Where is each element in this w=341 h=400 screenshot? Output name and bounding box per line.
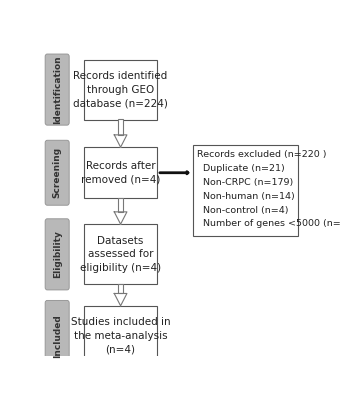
Text: Number of genes <5000 (n=2): Number of genes <5000 (n=2) xyxy=(197,220,341,228)
Text: Studies included in
the meta-analysis
(n=4): Studies included in the meta-analysis (n… xyxy=(71,317,170,354)
Bar xyxy=(118,120,123,135)
FancyBboxPatch shape xyxy=(45,54,69,125)
Text: Non-human (n=14): Non-human (n=14) xyxy=(197,192,295,200)
Text: Eligibility: Eligibility xyxy=(53,230,62,278)
Text: Screening: Screening xyxy=(53,147,62,198)
Text: Records after
removed (n=4): Records after removed (n=4) xyxy=(81,161,160,184)
FancyBboxPatch shape xyxy=(45,219,69,290)
FancyBboxPatch shape xyxy=(45,140,69,205)
Bar xyxy=(118,284,123,294)
Polygon shape xyxy=(114,212,127,224)
Polygon shape xyxy=(114,135,127,147)
Bar xyxy=(84,306,157,366)
Text: Duplicate (n=21): Duplicate (n=21) xyxy=(197,164,285,172)
Text: Records excluded (n=220 ): Records excluded (n=220 ) xyxy=(197,150,327,159)
Text: Datasets
assessed for
eligibility (n=4): Datasets assessed for eligibility (n=4) xyxy=(80,236,161,273)
Text: Records identified
through GEO
database (n=224): Records identified through GEO database … xyxy=(73,71,168,108)
Text: Non-CRPC (n=179): Non-CRPC (n=179) xyxy=(197,178,294,186)
Bar xyxy=(84,224,157,284)
FancyBboxPatch shape xyxy=(45,300,69,372)
Bar xyxy=(84,60,157,120)
Text: Non-control (n=4): Non-control (n=4) xyxy=(197,206,289,214)
Text: Included: Included xyxy=(53,314,62,358)
Bar xyxy=(118,198,123,212)
Bar xyxy=(84,147,157,198)
Polygon shape xyxy=(114,294,127,306)
Bar xyxy=(193,145,298,236)
Text: Identification: Identification xyxy=(53,55,62,124)
